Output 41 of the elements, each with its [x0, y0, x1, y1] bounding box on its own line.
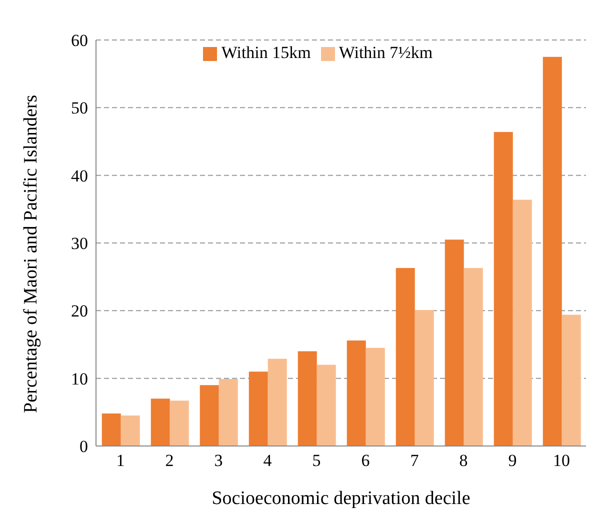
y-tick-label: 50: [71, 98, 88, 118]
bar: [512, 200, 532, 446]
x-tick-label: 10: [553, 451, 570, 470]
x-axis-title: Socioeconomic deprivation decile: [212, 488, 470, 509]
x-tick-label: 4: [263, 451, 272, 470]
x-tick-label: 3: [214, 451, 223, 470]
bar: [444, 240, 464, 446]
x-tick-label: 6: [361, 451, 370, 470]
x-tick-label: 5: [312, 451, 321, 470]
y-tick-label: 10: [71, 369, 88, 388]
bar: [542, 56, 562, 446]
bar: [464, 268, 483, 446]
bar: [102, 414, 121, 446]
y-tick-label: 0: [80, 437, 88, 456]
x-tick-label: 9: [508, 451, 517, 470]
x-tick-label: 7: [410, 451, 420, 470]
bar: [316, 364, 336, 446]
bar: [562, 314, 581, 446]
y-tick-label: 60: [71, 31, 88, 50]
y-tick-label: 30: [71, 234, 88, 254]
legend-label: Within 7½km: [338, 43, 433, 62]
bar: [120, 416, 140, 446]
x-tick-label: 8: [459, 451, 468, 470]
legend-label: Within 15km: [221, 43, 311, 62]
bar: [366, 348, 385, 446]
x-tick-label: 2: [165, 451, 174, 470]
bar: [346, 340, 366, 446]
bar: [298, 351, 317, 446]
y-tick-label: 20: [71, 302, 88, 321]
bar: [248, 372, 268, 446]
y-tick-label: 40: [71, 166, 88, 186]
bar: [150, 398, 170, 446]
bar: [414, 310, 434, 446]
bar: [396, 268, 415, 446]
bar: [268, 358, 287, 446]
x-tick-label: 1: [116, 451, 125, 470]
bar: [494, 132, 513, 446]
bar: [218, 379, 238, 446]
y-axis-title: Percentage of Maori and Pacific Islanders: [20, 94, 42, 413]
bar: [200, 385, 219, 446]
bar: [170, 400, 189, 446]
